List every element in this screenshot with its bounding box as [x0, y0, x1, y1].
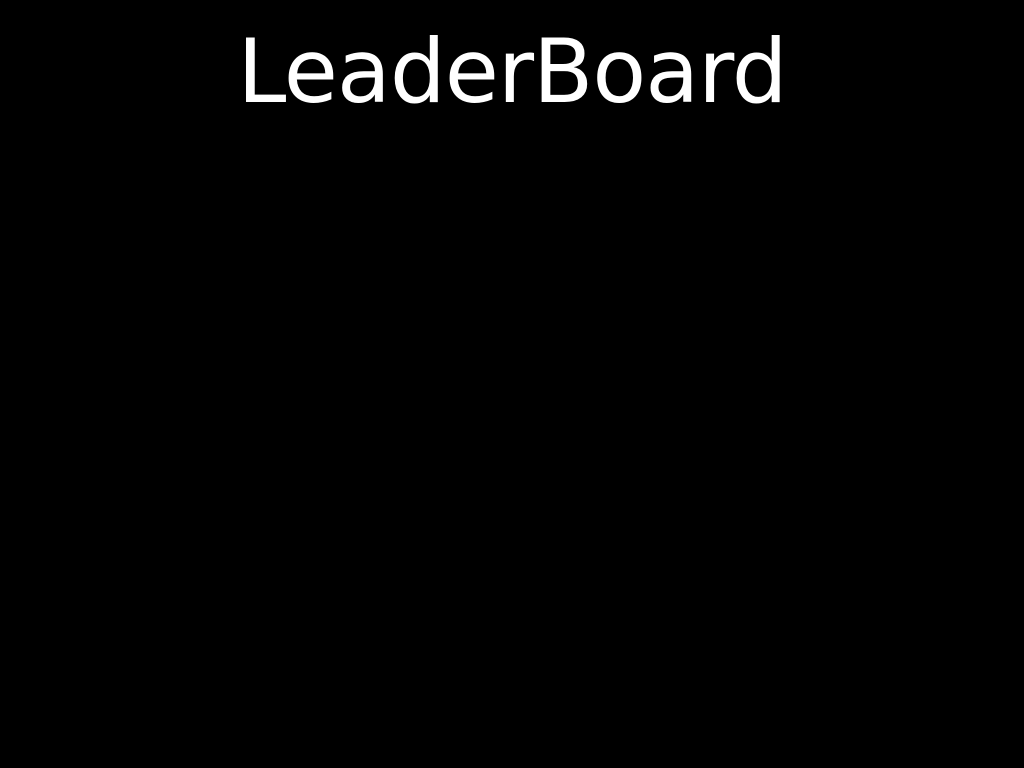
page-title: LeaderBoard [237, 20, 787, 123]
leaderboard-list [0, 140, 1024, 768]
